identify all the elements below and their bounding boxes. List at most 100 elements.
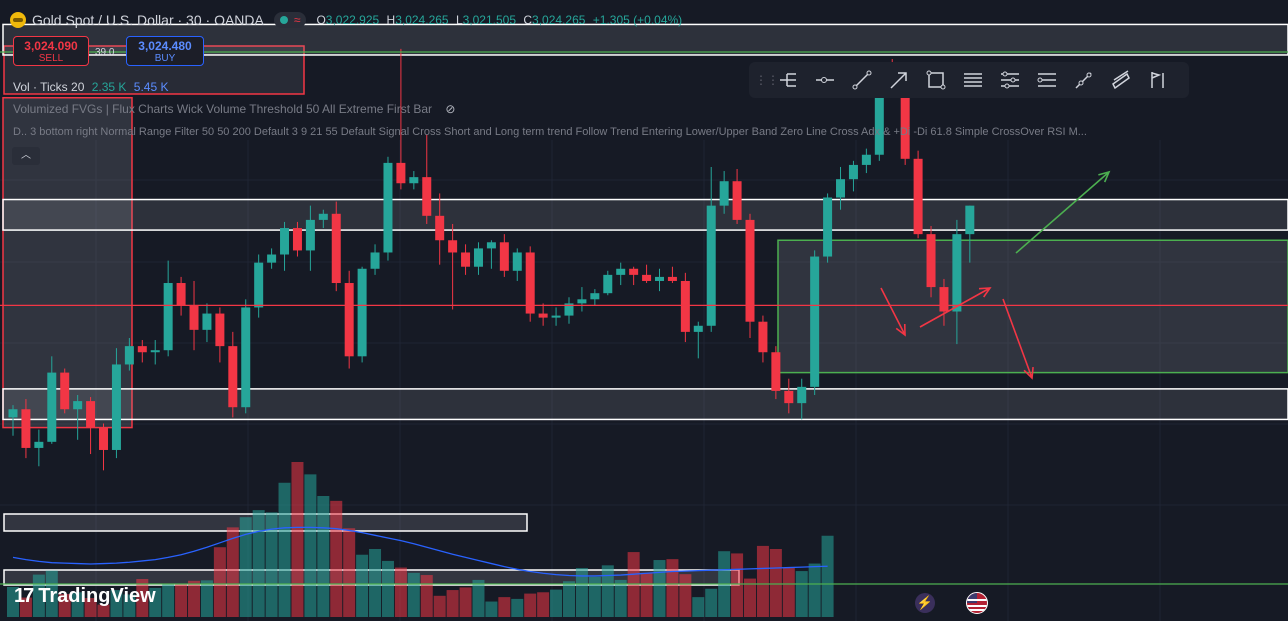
candle bbox=[331, 201, 341, 292]
text-lines-icon[interactable] bbox=[959, 66, 987, 94]
candle-body bbox=[836, 179, 846, 198]
candle bbox=[525, 246, 535, 322]
candle bbox=[577, 287, 587, 312]
volume-bar bbox=[511, 598, 524, 617]
us-flag-icon[interactable] bbox=[966, 592, 988, 614]
candle bbox=[228, 331, 238, 418]
candlesticks[interactable] bbox=[8, 48, 975, 471]
drawing-toolbar: ⋮⋮ bbox=[749, 62, 1189, 98]
volume-bar bbox=[459, 587, 472, 617]
trend-line-icon[interactable] bbox=[848, 66, 876, 94]
rectangle-icon[interactable] bbox=[922, 66, 950, 94]
candle bbox=[124, 337, 134, 371]
candle-body bbox=[874, 89, 884, 155]
ohlc-high: 3,024.265 bbox=[395, 13, 449, 27]
candle bbox=[202, 303, 212, 343]
volume-bar bbox=[32, 574, 45, 617]
candle bbox=[861, 148, 871, 174]
flag-icon[interactable] bbox=[1144, 66, 1172, 94]
sell-label: SELL bbox=[38, 53, 64, 64]
candle-body bbox=[461, 252, 471, 267]
candle bbox=[926, 226, 936, 298]
candle-body bbox=[693, 325, 703, 332]
candle bbox=[111, 348, 121, 459]
volume-bar bbox=[84, 598, 97, 617]
candle-body bbox=[745, 219, 755, 322]
volume-bar bbox=[524, 593, 537, 617]
candle-body bbox=[616, 268, 626, 275]
tradingview-mark-icon: 17 bbox=[14, 585, 34, 607]
candle-body bbox=[34, 441, 44, 448]
drag-handle-icon[interactable]: ⋮⋮ bbox=[755, 73, 779, 87]
volume-bar bbox=[666, 559, 679, 617]
candle-body bbox=[642, 274, 652, 281]
candle bbox=[538, 303, 548, 326]
volume-bar bbox=[808, 563, 821, 617]
candle bbox=[137, 340, 147, 363]
candle-body bbox=[823, 197, 833, 257]
symbol-title[interactable]: Gold Spot / U.S. Dollar · 30 · OANDA bbox=[32, 12, 264, 28]
brush-icon[interactable] bbox=[1070, 66, 1098, 94]
retest-arrow bbox=[919, 287, 992, 328]
horizontal-ray-icon[interactable] bbox=[811, 66, 839, 94]
candle-body bbox=[215, 313, 225, 347]
volume-bar bbox=[679, 574, 692, 617]
volume-bar bbox=[291, 462, 304, 617]
candle-body bbox=[499, 242, 509, 271]
ohlc-close: 3,024.265 bbox=[532, 13, 586, 27]
volume-bar bbox=[601, 565, 614, 617]
candle bbox=[590, 289, 600, 306]
volume-value-1: 2.35 K bbox=[91, 80, 127, 94]
candle bbox=[189, 280, 199, 351]
candle-body bbox=[797, 386, 807, 404]
candle-body bbox=[73, 401, 83, 410]
volume-label: Vol · Ticks 20 bbox=[13, 80, 85, 94]
candle-body bbox=[680, 280, 690, 332]
indicator-legend-signals[interactable]: D.. 3 bottom right Normal Range Filter 5… bbox=[13, 126, 1087, 138]
candle bbox=[280, 221, 290, 271]
candle bbox=[47, 356, 57, 444]
lightning-icon[interactable]: ⚡ bbox=[915, 593, 935, 613]
buy-button[interactable]: 3,024.480 BUY bbox=[126, 36, 204, 66]
support-band bbox=[2, 388, 1288, 421]
market-status-pill[interactable]: ≈ bbox=[273, 12, 307, 28]
collapse-legend-button[interactable]: ︿ bbox=[12, 147, 40, 165]
candle bbox=[680, 272, 690, 343]
sell-button[interactable]: 3,024.090 SELL bbox=[13, 36, 89, 66]
candle-body bbox=[719, 181, 729, 206]
candle-body bbox=[538, 313, 548, 318]
candle-body bbox=[590, 293, 600, 300]
candle-body bbox=[706, 205, 716, 326]
volume-bar bbox=[653, 560, 666, 617]
pullback-arrow bbox=[880, 287, 906, 337]
candle-body bbox=[629, 268, 639, 275]
volume-bar bbox=[226, 527, 239, 617]
candle bbox=[396, 48, 406, 190]
candle-body bbox=[900, 93, 910, 159]
candle-body bbox=[913, 158, 923, 235]
tradingview-logo[interactable]: 17 TradingView bbox=[14, 585, 156, 608]
candle-body bbox=[939, 287, 949, 312]
pitchfork-icon[interactable] bbox=[774, 66, 802, 94]
candle-body bbox=[473, 248, 483, 267]
candle-body bbox=[486, 242, 496, 249]
candle-body bbox=[318, 213, 328, 220]
candle-body bbox=[525, 252, 535, 314]
path-icon[interactable] bbox=[1107, 66, 1135, 94]
fib-icon[interactable] bbox=[1033, 66, 1061, 94]
volume-bar bbox=[97, 604, 110, 617]
wave-icon: ≈ bbox=[293, 13, 301, 27]
arrow-icon[interactable] bbox=[885, 66, 913, 94]
candle bbox=[732, 168, 742, 224]
candle-body bbox=[926, 234, 936, 288]
drawing-arrows[interactable] bbox=[880, 170, 1111, 380]
candle-body bbox=[254, 262, 264, 308]
candle-body bbox=[60, 372, 70, 410]
candle bbox=[34, 429, 44, 467]
volume-bar bbox=[394, 567, 407, 617]
parallel-channel-icon[interactable] bbox=[996, 66, 1024, 94]
eye-hidden-icon[interactable]: ⊘ bbox=[445, 102, 456, 116]
candle bbox=[99, 423, 109, 471]
indicator-legend-fvg[interactable]: Volumized FVGs | Flux Charts Wick Volume… bbox=[13, 102, 455, 116]
volume-legend[interactable]: Vol · Ticks 20 2.35 K 5.45 K bbox=[13, 80, 168, 94]
